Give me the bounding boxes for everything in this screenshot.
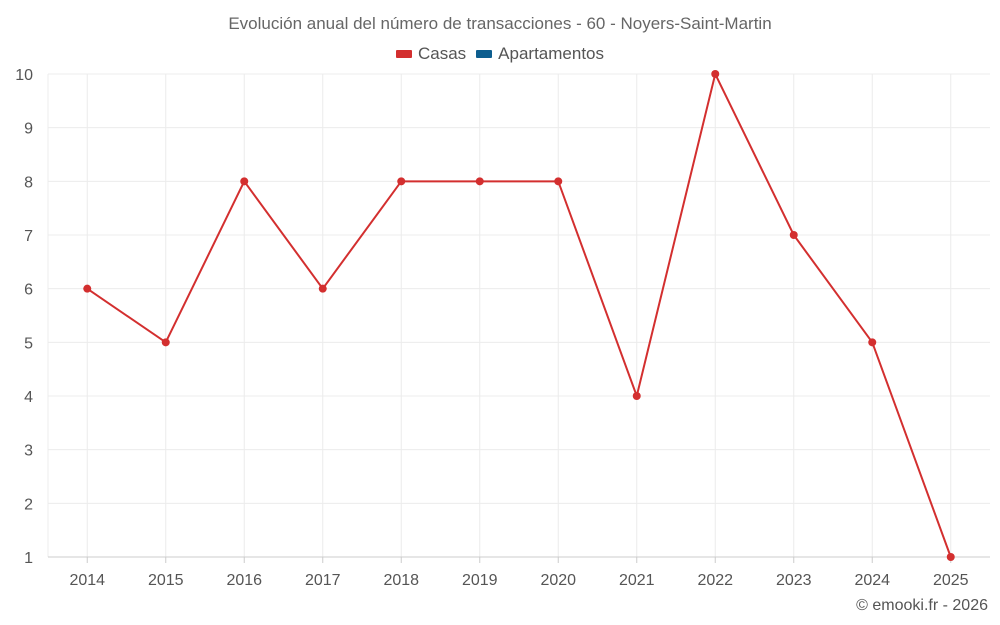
chart-title: Evolución anual del número de transaccio… xyxy=(228,14,772,33)
credit-text: © emooki.fr - 2026 xyxy=(856,597,988,614)
x-tick-label: 2025 xyxy=(933,572,969,589)
legend-swatch-apartamentos xyxy=(476,50,493,58)
y-tick-label: 8 xyxy=(24,174,33,191)
legend: Casas Apartamentos xyxy=(0,44,1000,64)
legend-item-casas[interactable]: Casas xyxy=(395,44,467,64)
x-tick-label: 2016 xyxy=(226,572,262,589)
x-tick-label: 2018 xyxy=(383,572,419,589)
data-point xyxy=(868,338,877,347)
x-tick-label: 2020 xyxy=(540,572,576,589)
data-point xyxy=(632,392,641,400)
x-tick-label: 2023 xyxy=(776,572,812,589)
x-tick-label: 2015 xyxy=(148,572,184,589)
data-point xyxy=(240,177,249,186)
y-tick-label: 9 xyxy=(24,121,33,138)
data-point xyxy=(475,177,484,186)
y-tick-label: 7 xyxy=(24,228,33,245)
y-tick-label: 6 xyxy=(24,282,33,299)
y-tick-label: 4 xyxy=(24,389,33,406)
legend-swatch-casas xyxy=(395,50,412,58)
series-line-casas xyxy=(86,71,952,558)
y-tick-label: 1 xyxy=(24,550,33,567)
x-tick-label: 2021 xyxy=(619,572,655,589)
data-point xyxy=(318,284,327,293)
data-point xyxy=(161,338,170,347)
legend-label-apartamentos: Apartamentos xyxy=(498,44,605,63)
y-tick-label: 3 xyxy=(24,443,33,460)
data-point xyxy=(946,553,955,561)
x-tick-label: 2017 xyxy=(305,572,341,589)
x-tick-label: 2019 xyxy=(462,572,498,589)
x-tick-label: 2024 xyxy=(854,572,890,589)
data-point xyxy=(554,177,563,186)
legend-item-apartamentos[interactable]: Apartamentos xyxy=(476,44,604,64)
x-tick-label: 2022 xyxy=(697,572,733,589)
data-point xyxy=(83,284,92,293)
data-point xyxy=(711,70,720,78)
x-tick-label: 2014 xyxy=(69,572,105,589)
data-point xyxy=(397,177,406,186)
legend-label-casas: Casas xyxy=(417,44,467,63)
y-tick-label: 10 xyxy=(15,67,33,84)
y-tick-label: 2 xyxy=(24,496,33,513)
y-tick-label: 5 xyxy=(24,335,33,352)
data-point xyxy=(789,231,798,239)
